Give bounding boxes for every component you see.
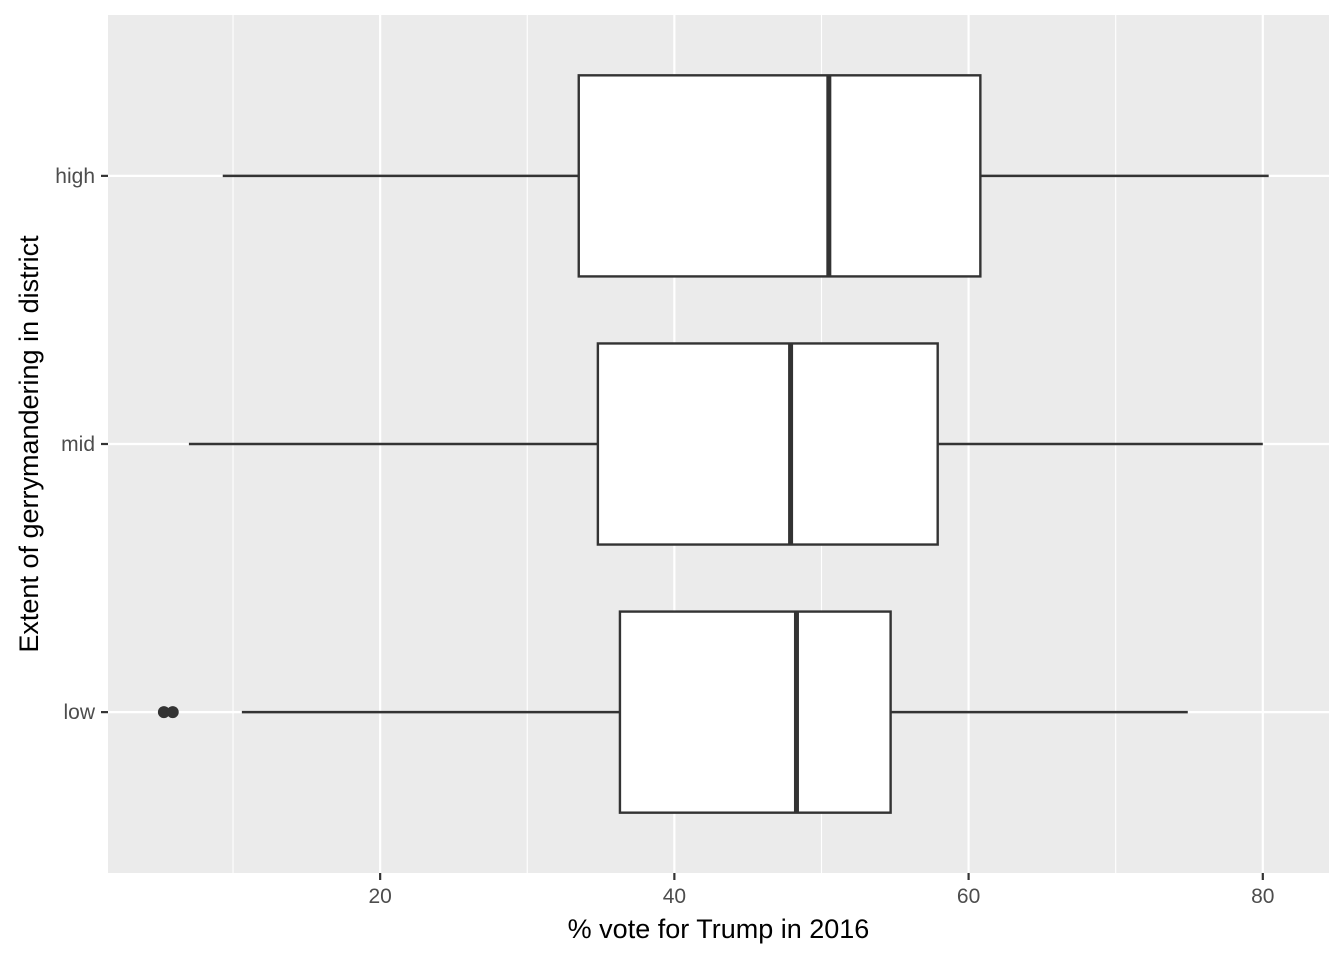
y-tick-label: mid — [61, 433, 95, 456]
box-iqr — [618, 610, 892, 814]
box-series — [157, 74, 1269, 814]
y-axis-title: Extent of gerrymandering in district — [14, 235, 44, 653]
x-axis: 20 40 60 80 — [368, 873, 1274, 908]
x-axis-title: % vote for Trump in 2016 — [568, 914, 870, 944]
x-tick-label: 20 — [368, 885, 391, 908]
box-iqr — [577, 74, 982, 278]
y-tick-label: high — [55, 165, 95, 188]
box-high — [222, 74, 1269, 278]
x-tick-label: 60 — [957, 885, 980, 908]
y-tick-label: low — [63, 701, 95, 724]
outlier-point — [166, 706, 179, 719]
box-low — [157, 610, 1188, 814]
x-tick-label: 40 — [663, 885, 686, 908]
y-axis: high mid low — [55, 165, 108, 724]
outlier-point — [157, 706, 170, 719]
x-tick-label: 80 — [1251, 885, 1274, 908]
box-iqr — [596, 342, 939, 546]
box-mid — [188, 342, 1263, 546]
